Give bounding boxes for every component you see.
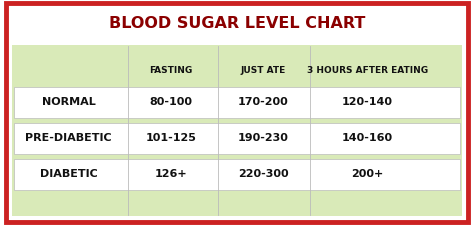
Text: 190-230: 190-230	[237, 133, 289, 143]
Bar	[14, 159, 460, 189]
Text: 126+: 126+	[155, 169, 187, 179]
Text: 200+: 200+	[351, 169, 383, 179]
Text: 3 HOURS AFTER EATING: 3 HOURS AFTER EATING	[307, 66, 428, 75]
Text: BLOOD SUGAR LEVEL CHART: BLOOD SUGAR LEVEL CHART	[109, 16, 365, 31]
Bar	[14, 87, 460, 117]
Text: NORMAL: NORMAL	[42, 97, 96, 107]
Text: 120-140: 120-140	[342, 97, 393, 107]
Bar	[12, 45, 462, 216]
Text: PRE-DIABETIC: PRE-DIABETIC	[26, 133, 112, 143]
Text: 140-160: 140-160	[342, 133, 393, 143]
Text: DIABETIC: DIABETIC	[40, 169, 98, 179]
Text: 170-200: 170-200	[237, 97, 289, 107]
Text: 101-125: 101-125	[145, 133, 196, 143]
Text: JUST ATE: JUST ATE	[240, 66, 286, 75]
Text: FASTING: FASTING	[149, 66, 192, 75]
Bar	[14, 123, 460, 153]
Text: 80-100: 80-100	[149, 97, 192, 107]
Text: 220-300: 220-300	[238, 169, 288, 179]
